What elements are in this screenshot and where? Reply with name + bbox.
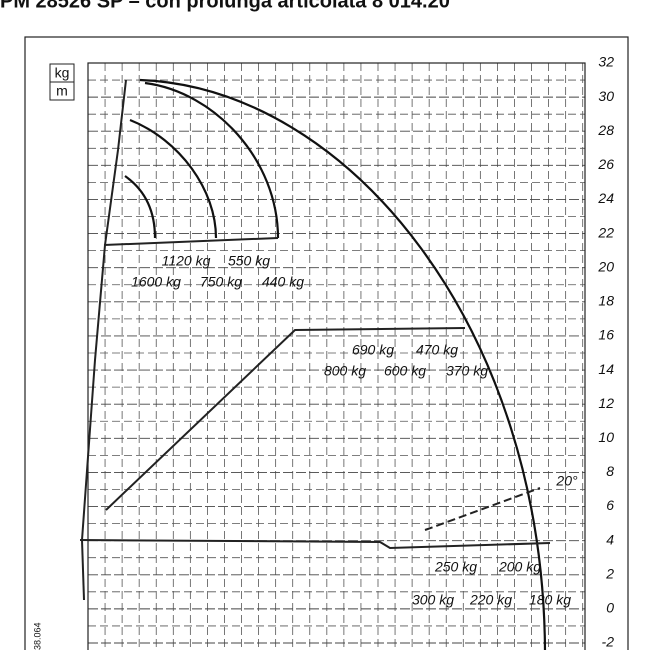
y-tick-label: 24 (597, 190, 614, 206)
arc (124, 175, 157, 239)
y-tick-label: 8 (606, 463, 614, 479)
load-label: 180 kg (529, 592, 571, 608)
y-tick-label: 10 (598, 429, 614, 445)
grid (88, 62, 585, 650)
y-tick-label: -2 (602, 634, 615, 650)
load-label: 550 kg (228, 253, 270, 269)
load-label: 370 kg (446, 363, 488, 379)
load-label: 200 kg (498, 559, 541, 575)
y-tick-label: 30 (598, 88, 614, 104)
y-tick-label: 6 (606, 497, 614, 513)
arc (144, 81, 280, 239)
y-tick-label: 0 (606, 600, 614, 616)
boom-lower (79, 539, 551, 550)
title: PM 28526 SP – con prolunga articolata 8 … (0, 0, 450, 12)
load-label: 250 kg (434, 559, 477, 575)
y-tick-label: 4 (606, 531, 614, 547)
load-label: 300 kg (412, 592, 454, 608)
unit-m: m (56, 83, 68, 99)
arc (129, 118, 218, 239)
y-tick-label: 20 (597, 258, 614, 274)
load-label: 750 kg (200, 274, 242, 290)
y-tick-label: 18 (598, 293, 614, 309)
y-tick-label: 32 (598, 54, 614, 70)
y-tick-label: 28 (597, 122, 614, 138)
y-tick-label: 14 (598, 361, 614, 377)
y-tick-label: 26 (597, 156, 614, 172)
y-tick-label: 16 (598, 327, 614, 343)
load-label: 800 kg (324, 363, 366, 379)
load-label: 1120 kg (162, 253, 211, 269)
unit-kg: kg (55, 65, 70, 81)
load-label: 1600 kg (131, 274, 181, 290)
angle-label: 20° (555, 473, 578, 489)
plot-frame (87, 62, 586, 650)
frame (24, 36, 629, 650)
boom-middle (105, 327, 466, 511)
load-label: 470 kg (416, 342, 458, 358)
code: 38.064 (32, 622, 42, 650)
load-label: 440 kg (262, 274, 304, 290)
y-tick-label: 22 (597, 224, 614, 240)
boom-upper (103, 237, 279, 246)
y-tick-label: 12 (598, 395, 614, 411)
load-label: 600 kg (384, 363, 426, 379)
load-label: 220 kg (469, 592, 512, 608)
y-tick-label: 2 (605, 565, 614, 581)
boom-angled (424, 487, 541, 531)
load-label: 690 kg (352, 342, 394, 358)
boom-base (81, 539, 85, 601)
envelope-arc (139, 78, 547, 650)
